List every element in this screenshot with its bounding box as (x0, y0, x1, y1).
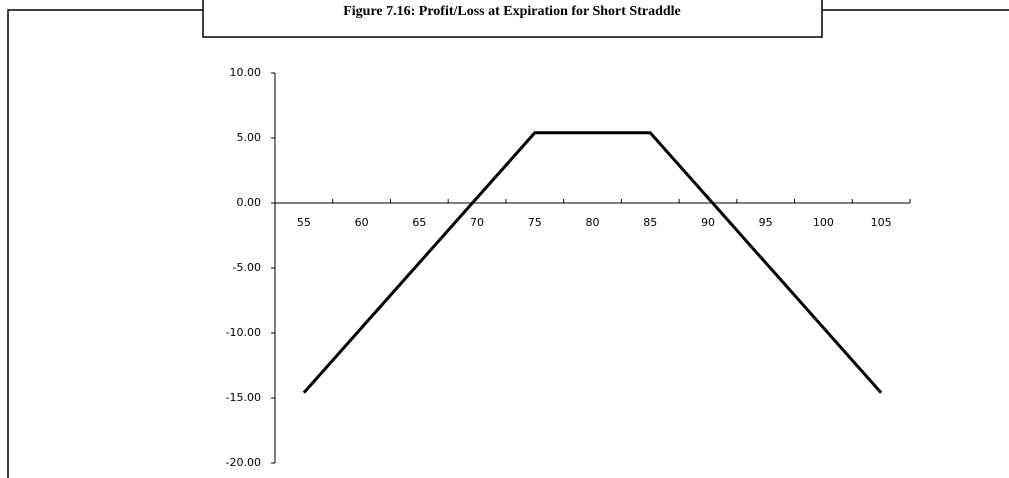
y-tick-label: -20.00 (226, 456, 261, 469)
y-tick-label: -10.00 (226, 326, 261, 339)
y-tick-label: 10.00 (230, 66, 262, 79)
x-tick-label: 65 (412, 216, 426, 229)
chart-title: Figure 7.16: Profit/Loss at Expiration f… (343, 4, 681, 19)
x-tick-label: 105 (871, 216, 892, 229)
x-tick-label: 80 (586, 216, 600, 229)
y-tick-label: 0.00 (237, 196, 262, 209)
title-box (202, 0, 823, 38)
data-line (302, 131, 883, 394)
y-tick-label: -5.00 (233, 261, 261, 274)
x-tick-label: 100 (813, 216, 834, 229)
y-tick-label: -15.00 (226, 391, 261, 404)
x-tick-label: 90 (701, 216, 715, 229)
x-tick-label: 75 (528, 216, 542, 229)
x-tick-label: 95 (759, 216, 773, 229)
x-tick-label: 85 (643, 216, 657, 229)
x-tick-label: 55 (297, 216, 311, 229)
x-tick-label: 70 (470, 216, 484, 229)
frame (7, 9, 203, 478)
y-tick-label: 5.00 (237, 131, 262, 144)
x-tick-label: 60 (355, 216, 369, 229)
